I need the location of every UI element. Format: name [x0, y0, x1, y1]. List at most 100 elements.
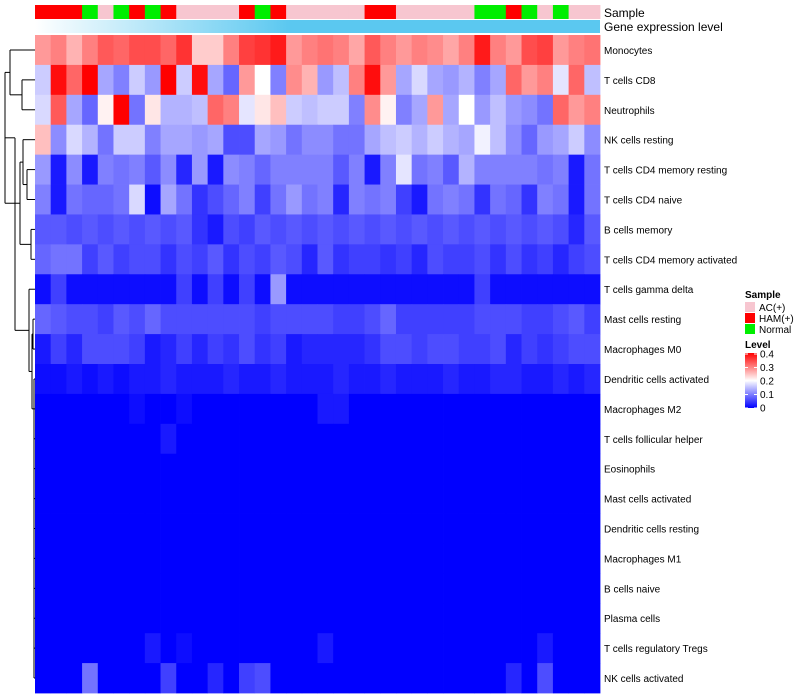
heatmap-cell [270, 274, 287, 305]
heatmap-cell [584, 154, 601, 185]
heatmap-cell [286, 573, 303, 604]
heatmap-cell [35, 334, 52, 365]
heatmap-cell [35, 393, 52, 425]
heatmap-cell [144, 274, 161, 305]
heatmap-cell [568, 274, 585, 305]
heatmap-cell [552, 94, 570, 126]
heatmap-cell [317, 633, 334, 664]
heatmap-cell [160, 483, 177, 514]
heatmap-cell [191, 214, 209, 245]
heatmap-cell [66, 64, 83, 96]
heatmap-cell [301, 513, 318, 544]
row-labels: Monocytes T cells CD8 Neutrophils NK cells … [604, 46, 737, 685]
heatmap-cell [395, 64, 413, 96]
heatmap-cell [458, 94, 475, 126]
heatmap-cell [286, 423, 303, 455]
row-label: B cells naive [604, 584, 661, 595]
heatmap-cell [568, 393, 585, 425]
heatmap-cell [223, 513, 240, 544]
heatmap-cell [66, 364, 83, 395]
heatmap-cell [207, 304, 224, 335]
heatmap-cell [490, 393, 507, 425]
heatmap-cell [191, 304, 209, 335]
heatmap-cell [317, 154, 334, 185]
heatmap-cell [50, 573, 67, 604]
level-legend-title: Level [745, 340, 771, 351]
heatmap-cell [364, 35, 381, 66]
heatmap-cell [223, 124, 240, 156]
heatmap-cell [568, 513, 585, 544]
heatmap-cell [97, 453, 114, 485]
heatmap-cell [474, 423, 491, 455]
heatmap-cell [411, 334, 428, 365]
heatmap-cell [380, 304, 397, 335]
heatmap-cell [144, 393, 161, 425]
heatmap-cell [254, 483, 271, 514]
heatmap-cell [129, 393, 146, 425]
heatmap-cell [160, 543, 177, 574]
heatmap-cell [160, 513, 177, 544]
heatmap-cell [490, 423, 507, 455]
heatmap-cell [301, 124, 318, 156]
sample-annotation-cell [129, 5, 146, 19]
heatmap-cell [364, 483, 381, 514]
heatmap-cell [552, 483, 570, 514]
heatmap-cell [380, 214, 397, 245]
heatmap-cell [176, 573, 193, 604]
heatmap-cell [474, 94, 491, 126]
heatmap-cell [348, 304, 365, 335]
heatmap-cell [333, 274, 350, 305]
heatmap-cell [82, 35, 99, 66]
heatmap-cell [364, 304, 381, 335]
heatmap-cell [474, 124, 491, 156]
heatmap-cell [239, 633, 256, 664]
heatmap-cell [191, 543, 209, 574]
heatmap-cell [364, 543, 381, 574]
heatmap-cell [443, 483, 460, 514]
sample-annotation-cell [474, 5, 491, 19]
heatmap-cell [411, 543, 428, 574]
heatmap-cell [129, 244, 146, 275]
heatmap-cell [176, 453, 193, 485]
heatmap-cell [207, 513, 224, 544]
heatmap-cell [521, 274, 538, 305]
heatmap-cell [333, 633, 350, 664]
heatmap-cell [380, 334, 397, 365]
heatmap-cell [144, 214, 161, 245]
heatmap-cell [207, 274, 224, 305]
heatmap-cell [364, 364, 381, 395]
heatmap-cell [50, 603, 67, 634]
sample-annotation-cell [584, 5, 601, 19]
heatmap-cell [521, 423, 538, 455]
heatmap-cell [443, 663, 460, 694]
heatmap-cell [176, 334, 193, 365]
heatmap-cell [568, 423, 585, 455]
row-label: NK cells resting [604, 136, 673, 147]
heatmap-cell [270, 453, 287, 485]
heatmap-cell [301, 214, 318, 245]
heatmap-cell [223, 573, 240, 604]
heatmap-cell [505, 94, 522, 126]
heatmap-cell [223, 304, 240, 335]
row-label: T cells regulatory Tregs [604, 644, 708, 655]
heatmap-cell [176, 513, 193, 544]
heatmap-cell [443, 154, 460, 185]
heatmap-cell [411, 184, 428, 215]
heatmap-cell [129, 663, 146, 694]
row-label: Dendritic cells resting [604, 525, 699, 536]
row-label: Plasma cells [604, 614, 660, 625]
heatmap-cell [474, 274, 491, 305]
heatmap-cell [270, 423, 287, 455]
heatmap-cell [160, 94, 177, 126]
heatmap-cell [537, 393, 554, 425]
heatmap-cell [82, 214, 99, 245]
heatmap-cell [395, 393, 413, 425]
heatmap-cell [427, 154, 444, 185]
heatmap-cell [537, 633, 554, 664]
heatmap-cell [286, 334, 303, 365]
heatmap-cell [144, 184, 161, 215]
heatmap-cell [50, 244, 67, 275]
heatmap-cell [568, 124, 585, 156]
heatmap-cell [144, 603, 161, 634]
heatmap-cell [333, 573, 350, 604]
